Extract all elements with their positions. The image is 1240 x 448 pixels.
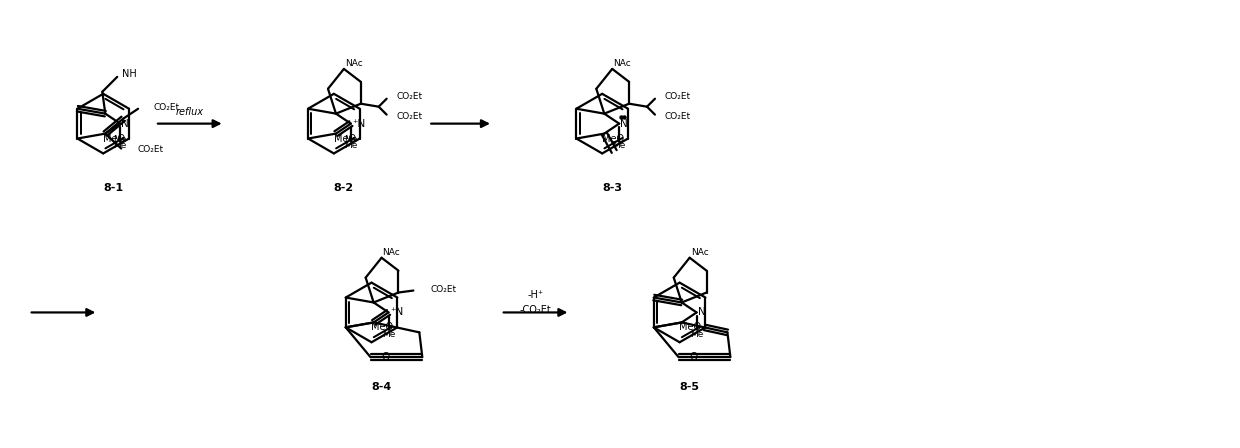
Text: O: O: [382, 352, 389, 362]
Text: 8-5: 8-5: [680, 382, 699, 392]
Text: ⁺N: ⁺N: [391, 307, 403, 318]
Text: MeO: MeO: [680, 323, 702, 332]
Text: CO₂Et: CO₂Et: [665, 92, 691, 101]
Text: N: N: [122, 119, 129, 129]
Text: Me: Me: [114, 141, 126, 150]
Text: -CO₂Et: -CO₂Et: [520, 306, 552, 315]
Text: NAc: NAc: [345, 60, 362, 69]
Text: Me: Me: [113, 135, 126, 144]
Text: Me: Me: [345, 141, 357, 150]
Text: NAc: NAc: [614, 60, 631, 69]
Text: CO₂Et: CO₂Et: [138, 145, 164, 154]
Text: CO₂Et: CO₂Et: [665, 112, 691, 121]
Text: reflux: reflux: [176, 107, 203, 116]
Text: 8-4: 8-4: [371, 382, 392, 392]
Text: NAc: NAc: [383, 248, 401, 257]
Text: N: N: [698, 307, 706, 318]
Text: Me: Me: [343, 135, 357, 144]
Text: CO₂Et: CO₂Et: [397, 112, 423, 121]
Text: NAc: NAc: [691, 248, 708, 257]
Text: MeO: MeO: [334, 134, 356, 143]
Text: CO₂Et: CO₂Et: [397, 92, 423, 101]
Text: CO₂Et: CO₂Et: [154, 103, 180, 112]
Text: Me: Me: [613, 141, 626, 150]
Text: 8-1: 8-1: [103, 183, 123, 193]
Text: MeO: MeO: [371, 323, 393, 332]
Text: N: N: [620, 119, 627, 129]
Text: 8-2: 8-2: [334, 183, 353, 193]
Text: Me: Me: [382, 330, 396, 339]
Text: Me: Me: [689, 330, 703, 339]
Text: -H⁺: -H⁺: [527, 289, 543, 300]
Text: 8-3: 8-3: [603, 183, 622, 193]
Text: NH: NH: [123, 69, 136, 79]
Text: ⁺N: ⁺N: [352, 119, 366, 129]
Text: MeO: MeO: [103, 134, 125, 143]
Text: CO₂Et: CO₂Et: [430, 285, 456, 294]
Text: O: O: [689, 352, 698, 362]
Text: MeO: MeO: [601, 134, 624, 143]
